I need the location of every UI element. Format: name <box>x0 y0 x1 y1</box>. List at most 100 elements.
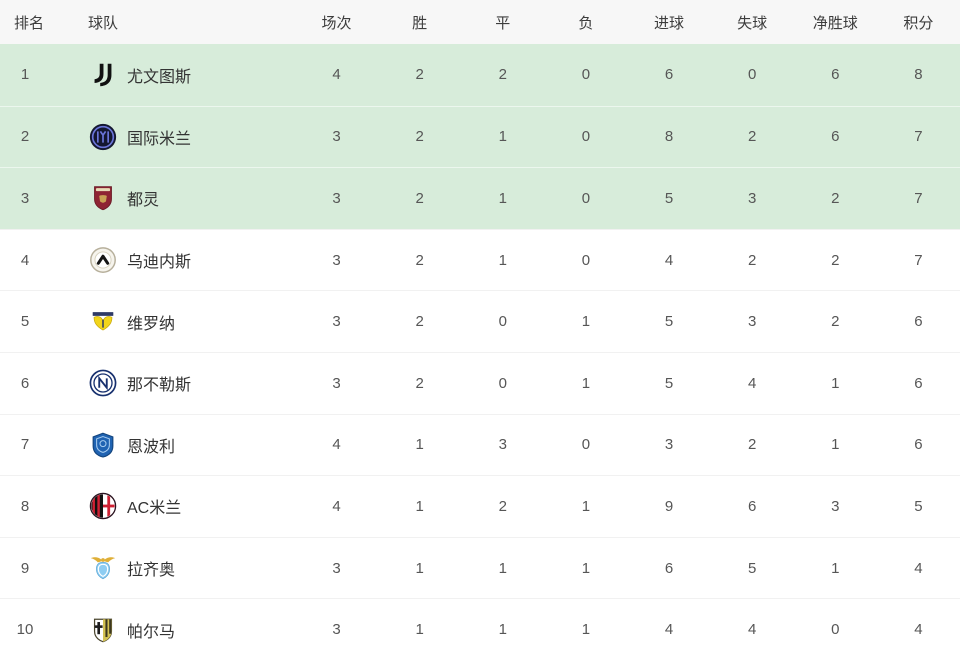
played-value: 3 <box>332 189 341 207</box>
standings-table-body: 1 尤文图斯 4 2 2 0 6 0 6 8 2 国际米兰 3 2 1 0 8 … <box>0 44 960 660</box>
rank-value: 8 <box>20 497 30 515</box>
goals-against-value: 2 <box>748 436 757 454</box>
team-cell: 恩波利 <box>50 430 295 460</box>
goal-difference-value: 6 <box>831 128 840 146</box>
table-row[interactable]: 4 乌迪内斯 3 2 1 0 4 2 2 7 <box>0 228 960 291</box>
table-row[interactable]: 5 维罗纳 3 2 0 1 5 3 2 6 <box>0 290 960 352</box>
ac-milan-crest-icon <box>88 491 118 521</box>
wins-value: 2 <box>415 313 424 331</box>
column-header-points: 积分 <box>903 14 934 32</box>
inter-milan-crest-icon <box>88 122 118 152</box>
points-value: 6 <box>914 374 923 392</box>
column-header-team: 球队 <box>88 14 119 32</box>
played-value: 3 <box>332 128 341 146</box>
table-row[interactable]: 7 恩波利 4 1 3 0 3 2 1 6 <box>0 413 960 476</box>
rank-value: 2 <box>20 128 30 146</box>
table-row[interactable]: 8 AC米兰 4 1 2 1 9 6 3 5 <box>0 475 960 537</box>
losses-value: 1 <box>581 559 591 577</box>
points-value: 6 <box>914 313 923 331</box>
draws-value: 2 <box>498 66 507 84</box>
table-row[interactable]: 2 国际米兰 3 2 1 0 8 2 6 7 <box>0 105 960 168</box>
table-row[interactable]: 3 都灵 3 2 1 0 5 3 2 7 <box>0 167 960 229</box>
team-name: 拉齐奥 <box>127 562 176 580</box>
goals-for-value: 5 <box>664 313 674 331</box>
goals-against-value: 4 <box>748 374 757 392</box>
column-header-rank: 排名 <box>14 14 45 32</box>
team-name: 恩波利 <box>127 438 176 456</box>
team-cell: 拉齐奥 <box>50 553 295 583</box>
goals-against-value: 2 <box>748 251 757 269</box>
points-value: 6 <box>914 436 923 454</box>
table-header: 排名 球队 场次 胜 平 负 进球 失球 净胜球 积分 <box>0 0 960 44</box>
points-value: 8 <box>914 66 923 84</box>
losses-value: 0 <box>581 436 591 454</box>
draws-value: 1 <box>498 621 507 639</box>
verona-crest-icon <box>88 307 118 337</box>
column-header-goal-difference: 净胜球 <box>812 14 858 32</box>
team-name: 乌迪内斯 <box>127 254 192 272</box>
played-value: 4 <box>332 66 341 84</box>
goal-difference-value: 1 <box>831 559 840 577</box>
rank-value: 5 <box>20 313 30 331</box>
team-cell: 乌迪内斯 <box>50 245 295 275</box>
losses-value: 1 <box>581 497 591 515</box>
draws-value: 3 <box>498 436 507 454</box>
goals-against-value: 2 <box>748 128 757 146</box>
goals-for-value: 6 <box>664 559 674 577</box>
draws-value: 0 <box>498 313 507 331</box>
goal-difference-value: 1 <box>831 436 840 454</box>
team-name: 维罗纳 <box>127 315 176 333</box>
rank-value: 1 <box>20 66 30 84</box>
lazio-crest-icon <box>88 553 118 583</box>
team-cell: 尤文图斯 <box>50 60 295 90</box>
goal-difference-value: 6 <box>831 66 840 84</box>
points-value: 4 <box>914 559 923 577</box>
team-cell: 都灵 <box>50 183 295 213</box>
goals-for-value: 9 <box>664 497 674 515</box>
goal-difference-value: 2 <box>831 313 840 331</box>
played-value: 3 <box>332 251 341 269</box>
team-cell: 维罗纳 <box>50 307 295 337</box>
table-row[interactable]: 10 帕尔马 3 1 1 1 4 4 0 4 <box>0 598 960 660</box>
table-row[interactable]: 6 那不勒斯 3 2 0 1 5 4 1 6 <box>0 351 960 414</box>
wins-value: 1 <box>415 497 424 515</box>
goals-for-value: 5 <box>664 189 674 207</box>
team-name: AC米兰 <box>127 500 182 518</box>
wins-value: 2 <box>415 66 424 84</box>
wins-value: 1 <box>415 436 424 454</box>
losses-value: 0 <box>581 128 591 146</box>
rank-value: 9 <box>20 559 30 577</box>
played-value: 3 <box>332 313 341 331</box>
column-header-losses: 负 <box>578 14 594 32</box>
column-header-goals-for: 进球 <box>654 14 685 32</box>
napoli-crest-icon <box>88 368 118 398</box>
draws-value: 0 <box>498 374 507 392</box>
goal-difference-value: 2 <box>831 251 840 269</box>
column-header-draws: 平 <box>495 14 511 32</box>
points-value: 5 <box>914 497 923 515</box>
goal-difference-value: 1 <box>831 374 840 392</box>
team-cell: 那不勒斯 <box>50 368 295 398</box>
rank-value: 7 <box>20 436 30 454</box>
team-name: 都灵 <box>127 192 160 210</box>
team-name: 国际米兰 <box>127 130 192 148</box>
team-cell: 国际米兰 <box>50 122 295 152</box>
team-name: 尤文图斯 <box>127 68 192 86</box>
points-value: 4 <box>914 621 923 639</box>
table-row[interactable]: 1 尤文图斯 4 2 2 0 6 0 6 8 <box>0 44 960 106</box>
wins-value: 1 <box>415 559 424 577</box>
goals-for-value: 5 <box>664 374 674 392</box>
table-row[interactable]: 9 拉齐奥 3 1 1 1 6 5 1 4 <box>0 536 960 599</box>
played-value: 4 <box>332 497 341 515</box>
goals-against-value: 5 <box>748 559 757 577</box>
played-value: 4 <box>332 436 341 454</box>
goals-for-value: 8 <box>664 128 674 146</box>
losses-value: 1 <box>581 621 591 639</box>
goals-against-value: 6 <box>748 497 757 515</box>
goal-difference-value: 0 <box>831 621 840 639</box>
rank-value: 10 <box>16 621 34 639</box>
played-value: 3 <box>332 374 341 392</box>
draws-value: 1 <box>498 128 507 146</box>
goals-against-value: 3 <box>748 189 757 207</box>
